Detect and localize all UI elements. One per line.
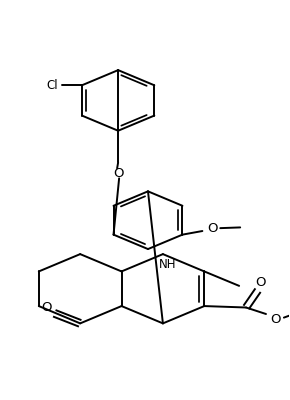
Text: O: O bbox=[207, 222, 218, 235]
Text: O: O bbox=[255, 276, 265, 290]
Text: Cl: Cl bbox=[46, 79, 58, 92]
Text: NH: NH bbox=[159, 258, 177, 272]
Text: O: O bbox=[113, 167, 123, 180]
Text: O: O bbox=[41, 301, 52, 314]
Text: O: O bbox=[271, 313, 281, 326]
